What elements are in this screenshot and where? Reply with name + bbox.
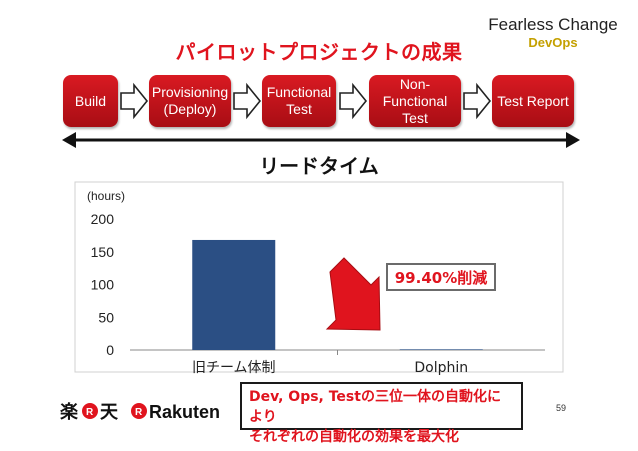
- rakuten-logo-latin: Rakuten: [149, 402, 220, 422]
- svg-text:R: R: [135, 407, 143, 418]
- callout-line-1: Dev, Ops, Testの三位一体の自動化により: [249, 389, 501, 425]
- leadtime-label: リードタイム: [259, 154, 379, 178]
- logo-line-2: DevOps: [528, 35, 578, 50]
- pipeline-step-label: Test Report: [497, 92, 569, 109]
- down-right-arrow-icon: [325, 257, 381, 331]
- chart-frame: [74, 181, 564, 373]
- y-tick-label: 0: [106, 342, 114, 358]
- reduction-badge: 99.40%削減: [386, 263, 496, 291]
- y-tick-label: 100: [91, 277, 115, 293]
- category-label: 旧チーム体制: [192, 360, 276, 376]
- pipeline-step-label: Provisioning (Deploy): [151, 84, 229, 117]
- pipeline-step-label: Build: [74, 92, 107, 109]
- summary-callout: Dev, Ops, Testの三位一体の自動化により それぞれの自動化の効果を最…: [240, 382, 523, 445]
- pipeline-step-build: Build: [63, 75, 118, 127]
- category-label: Dolphin: [414, 360, 468, 376]
- y-tick-label: 150: [91, 244, 115, 260]
- pipeline-arrow-icon: [120, 82, 149, 120]
- slide-title: パイロットプロジェクトの成果: [175, 40, 463, 64]
- pipeline-arrow-icon: [463, 82, 492, 120]
- svg-text:R: R: [86, 407, 94, 418]
- pipeline-step-label: Non-Functional Test: [382, 75, 448, 126]
- pipeline-step-provisioning: Provisioning (Deploy): [149, 75, 231, 127]
- logo-line-1: Fearless Change: [488, 15, 618, 34]
- timeline-double-arrow-icon: [62, 132, 580, 148]
- page-number: 59: [556, 403, 567, 413]
- pipeline-arrow-icon: [339, 82, 368, 120]
- y-axis-label: (hours): [87, 189, 125, 203]
- fearless-change-logo: Fearless Change DevOps: [478, 15, 628, 50]
- rakuten-logo: 楽 R 天 R Rakuten: [60, 401, 220, 423]
- y-tick-label: 50: [98, 309, 114, 325]
- rakuten-logo-kanji-right: 天: [100, 402, 119, 423]
- rakuten-r-mark-icon: [131, 403, 147, 419]
- pipeline-step-non-functional-test: Non-Functional Test: [369, 75, 461, 127]
- bar-1: [399, 349, 483, 350]
- rakuten-r-mark-icon: [82, 403, 98, 419]
- pipeline-arrow-icon: [233, 82, 262, 120]
- pipeline-step-functional-test: Functional Test: [262, 75, 336, 127]
- y-tick-label: 200: [91, 211, 115, 227]
- pipeline-step-label: Functional Test: [266, 84, 332, 117]
- pipeline-step-test-report: Test Report: [492, 75, 574, 127]
- bar-0: [192, 239, 276, 350]
- rakuten-logo-kanji-left: 楽: [60, 401, 79, 423]
- callout-line-2: それぞれの自動化の効果を最大化: [249, 429, 459, 445]
